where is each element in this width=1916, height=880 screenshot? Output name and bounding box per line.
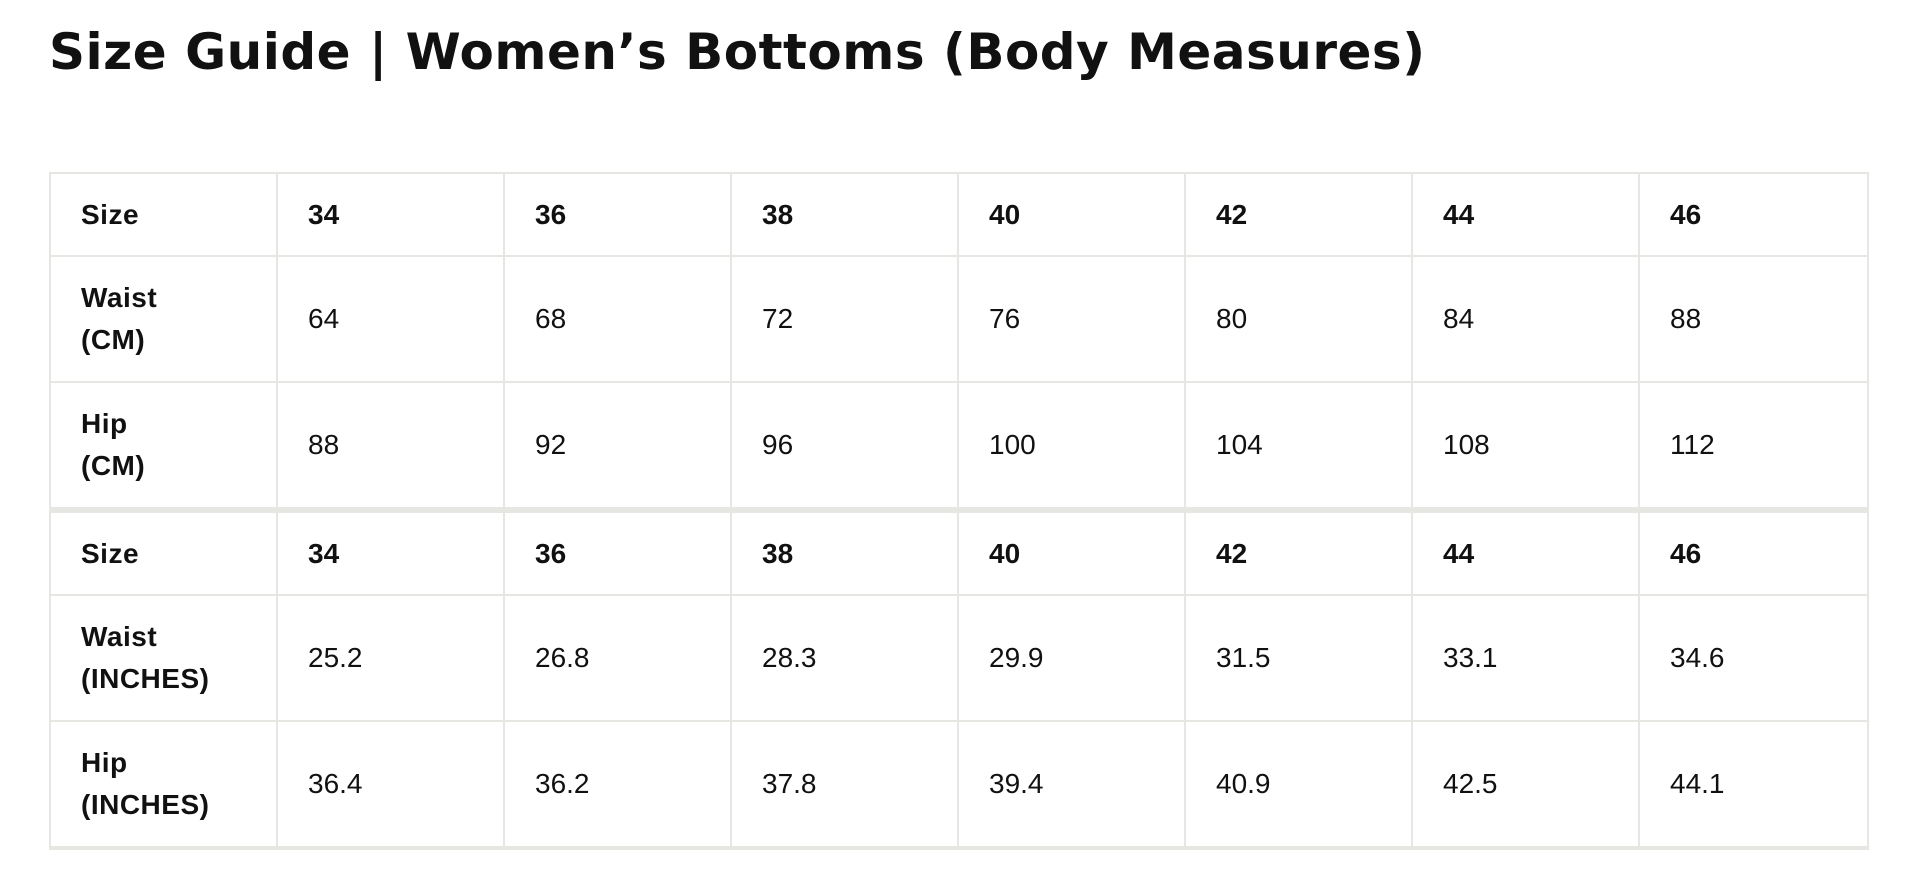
measurement-cell: 31.5 (1184, 594, 1413, 722)
measurement-cell: 33.1 (1411, 594, 1640, 722)
measurement-cell: 112 (1638, 381, 1869, 511)
size-header-label: Size (49, 507, 278, 596)
measurement-cell: 104 (1184, 381, 1413, 511)
measurement-cell: 64 (276, 255, 505, 383)
measurement-cell: 40.9 (1184, 720, 1413, 850)
measurement-cell: 34.6 (1638, 594, 1869, 722)
waist-cm-row: Waist (CM) 64 68 72 76 80 84 88 (49, 255, 1869, 383)
measurement-cell: 28.3 (730, 594, 959, 722)
measurement-cell: 92 (503, 381, 732, 511)
measurement-cell: 96 (730, 381, 959, 511)
measurement-cell: 72 (730, 255, 959, 383)
row-label: Hip (CM) (49, 381, 278, 511)
row-label-line1: Waist (81, 621, 158, 652)
row-label-line1: Hip (81, 408, 128, 439)
hip-inches-row: Hip (INCHES) 36.4 36.2 37.8 39.4 40.9 42… (49, 720, 1869, 850)
size-header-cell: 34 (276, 172, 505, 257)
size-header-cell: 36 (503, 507, 732, 596)
row-label: Hip (INCHES) (49, 720, 278, 850)
page-title: Size Guide | Women’s Bottoms (Body Measu… (49, 23, 1426, 81)
measurement-cell: 108 (1411, 381, 1640, 511)
measurement-cell: 44.1 (1638, 720, 1869, 850)
size-header-cell: 38 (730, 172, 959, 257)
measurement-cell: 84 (1411, 255, 1640, 383)
measurement-cell: 76 (957, 255, 1186, 383)
measurement-cell: 68 (503, 255, 732, 383)
waist-inches-row: Waist (INCHES) 25.2 26.8 28.3 29.9 31.5 … (49, 594, 1869, 722)
size-header-cell: 46 (1638, 172, 1869, 257)
size-header-cell: 40 (957, 507, 1186, 596)
size-header-cell: 42 (1184, 507, 1413, 596)
hip-cm-row: Hip (CM) 88 92 96 100 104 108 112 (49, 381, 1869, 511)
size-header-row-inches: Size 34 36 38 40 42 44 46 (49, 507, 1869, 596)
measurement-cell: 36.2 (503, 720, 732, 850)
size-header-cell: 42 (1184, 172, 1413, 257)
size-header-cell: 38 (730, 507, 959, 596)
row-label-line2: (INCHES) (81, 663, 210, 694)
size-header-cell: 44 (1411, 507, 1640, 596)
row-label-line1: Waist (81, 282, 158, 313)
measurement-cell: 88 (1638, 255, 1869, 383)
size-header-row-cm: Size 34 36 38 40 42 44 46 (49, 172, 1869, 257)
measurement-cell: 36.4 (276, 720, 505, 850)
row-label-line2: (CM) (81, 450, 146, 481)
row-label-line2: (INCHES) (81, 789, 210, 820)
measurement-cell: 100 (957, 381, 1186, 511)
size-chart-table: Size 34 36 38 40 42 44 46 Waist (CM) 64 … (49, 172, 1869, 850)
row-label-line1: Hip (81, 747, 128, 778)
size-header-cell: 44 (1411, 172, 1640, 257)
measurement-cell: 25.2 (276, 594, 505, 722)
size-header-cell: 40 (957, 172, 1186, 257)
measurement-cell: 37.8 (730, 720, 959, 850)
size-header-cell: 46 (1638, 507, 1869, 596)
row-label-line2: (CM) (81, 324, 146, 355)
measurement-cell: 88 (276, 381, 505, 511)
measurement-cell: 29.9 (957, 594, 1186, 722)
measurement-cell: 26.8 (503, 594, 732, 722)
size-header-label: Size (49, 172, 278, 257)
size-header-cell: 36 (503, 172, 732, 257)
size-header-cell: 34 (276, 507, 505, 596)
measurement-cell: 39.4 (957, 720, 1186, 850)
measurement-cell: 80 (1184, 255, 1413, 383)
row-label: Waist (INCHES) (49, 594, 278, 722)
row-label: Waist (CM) (49, 255, 278, 383)
measurement-cell: 42.5 (1411, 720, 1640, 850)
